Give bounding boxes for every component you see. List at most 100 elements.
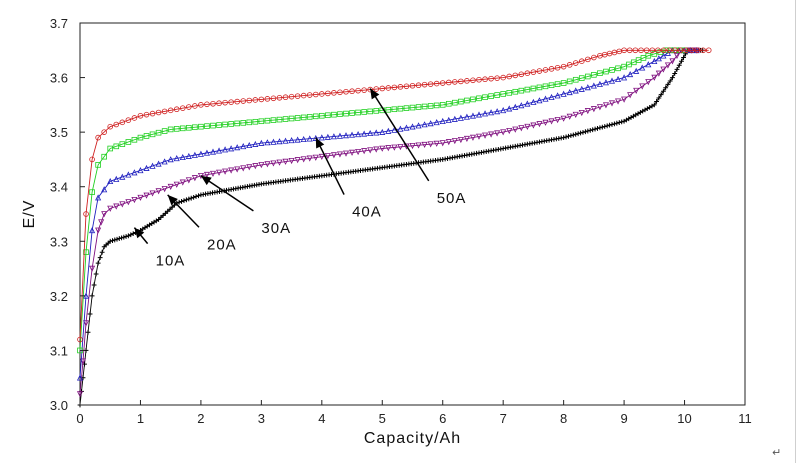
data-point <box>306 155 313 162</box>
data-point <box>137 167 144 174</box>
data-point <box>619 119 625 125</box>
data-point <box>282 158 289 165</box>
data-point <box>578 85 585 92</box>
data-point <box>452 99 458 106</box>
data-point <box>488 93 494 99</box>
data-point <box>270 138 277 145</box>
data-point <box>614 98 622 105</box>
data-point <box>252 140 259 147</box>
data-point <box>82 320 90 327</box>
data-point <box>186 196 192 202</box>
data-point <box>591 72 597 78</box>
data-point <box>506 90 513 96</box>
x-tick-label: 8 <box>560 411 567 426</box>
data-point <box>300 135 307 143</box>
data-point <box>427 120 434 127</box>
data-point <box>445 116 452 123</box>
data-point <box>421 141 428 148</box>
data-point <box>167 126 174 133</box>
data-point <box>361 148 368 155</box>
data-point <box>367 86 373 93</box>
data-point <box>512 72 519 79</box>
data-point <box>228 99 234 105</box>
data-point <box>342 132 350 139</box>
data-point <box>325 112 331 119</box>
data-point <box>276 116 283 123</box>
data-point <box>566 78 573 85</box>
data-point <box>191 175 198 182</box>
data-point <box>330 133 337 140</box>
data-point <box>155 129 162 136</box>
data-point <box>89 189 95 195</box>
data-point <box>125 139 132 145</box>
data-point <box>107 177 114 185</box>
x-tick-label: 0 <box>76 411 83 426</box>
data-point <box>506 105 513 112</box>
annotation-arrow <box>369 88 430 182</box>
data-point <box>578 109 585 117</box>
data-point <box>131 115 138 121</box>
data-point <box>633 67 640 74</box>
data-point <box>330 152 337 159</box>
data-point <box>252 97 259 103</box>
data-point <box>222 121 228 128</box>
data-point <box>458 98 464 105</box>
data-point <box>196 193 201 199</box>
data-point <box>475 133 483 140</box>
data-point <box>234 120 240 127</box>
data-point <box>654 99 659 104</box>
data-point <box>125 117 132 123</box>
data-point <box>560 115 567 122</box>
return-mark: ↵ <box>772 446 782 459</box>
annotation-4: 50A <box>369 88 465 207</box>
data-point <box>554 64 561 71</box>
data-point <box>583 129 588 135</box>
data-point <box>119 119 126 126</box>
data-point <box>608 100 616 107</box>
data-point <box>500 91 506 97</box>
data-point <box>506 127 513 135</box>
data-point <box>421 121 428 128</box>
data-point <box>655 70 662 77</box>
data-point <box>578 75 585 81</box>
data-point <box>463 135 470 142</box>
data-point <box>385 85 392 91</box>
data-point <box>137 194 144 201</box>
x-axis-label: Capacity/Ah <box>364 430 461 447</box>
data-point <box>143 111 150 118</box>
data-point <box>427 141 434 148</box>
data-point <box>674 66 680 72</box>
data-point <box>355 148 362 156</box>
data-point <box>385 145 392 152</box>
data-point <box>300 114 307 121</box>
data-point <box>445 79 452 86</box>
data-point <box>643 47 650 54</box>
data-point <box>475 111 483 118</box>
data-point <box>240 120 247 126</box>
data-point <box>367 147 374 154</box>
data-point <box>155 188 162 195</box>
data-point <box>614 120 620 126</box>
data-point <box>181 198 187 204</box>
data-point <box>524 70 531 77</box>
data-point <box>113 175 120 182</box>
data-point <box>638 47 644 54</box>
data-point <box>294 136 301 143</box>
data-point <box>391 106 398 113</box>
arrow-head <box>134 227 145 239</box>
annotation-label: 10A <box>156 253 186 270</box>
x-tick-label: 6 <box>439 411 446 426</box>
data-point <box>585 56 591 63</box>
data-point <box>609 122 615 127</box>
data-point <box>596 104 603 111</box>
data-point <box>679 58 684 64</box>
data-point <box>318 153 325 160</box>
data-point <box>97 255 103 261</box>
data-point <box>669 58 676 65</box>
data-point <box>602 79 610 86</box>
data-point <box>403 124 410 131</box>
data-point <box>361 87 367 93</box>
data-point <box>379 128 386 135</box>
data-point <box>578 58 585 64</box>
data-point <box>228 167 235 174</box>
